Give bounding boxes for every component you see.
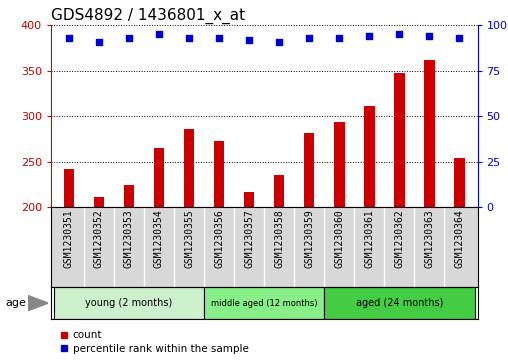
Point <box>95 39 103 45</box>
Point <box>365 33 373 39</box>
Text: GSM1230353: GSM1230353 <box>124 209 134 268</box>
Point <box>335 35 343 41</box>
Text: GSM1230359: GSM1230359 <box>304 209 314 268</box>
Point <box>155 32 163 37</box>
Bar <box>184 129 194 207</box>
Bar <box>154 148 164 207</box>
Text: GSM1230356: GSM1230356 <box>214 209 224 268</box>
Point <box>245 37 253 43</box>
Text: GSM1230358: GSM1230358 <box>274 209 284 268</box>
Bar <box>324 287 474 319</box>
Bar <box>394 73 405 207</box>
Bar <box>214 140 225 207</box>
Text: GSM1230351: GSM1230351 <box>64 209 74 268</box>
Text: age: age <box>5 298 26 308</box>
Text: GSM1230354: GSM1230354 <box>154 209 164 268</box>
Text: aged (24 months): aged (24 months) <box>356 298 443 308</box>
Point <box>215 35 223 41</box>
Text: GSM1230363: GSM1230363 <box>425 209 434 268</box>
Polygon shape <box>28 295 48 311</box>
Text: GSM1230364: GSM1230364 <box>455 209 464 268</box>
Bar <box>123 185 134 207</box>
Bar <box>454 158 465 207</box>
Text: GSM1230361: GSM1230361 <box>364 209 374 268</box>
Bar <box>424 60 435 207</box>
Point <box>185 35 193 41</box>
Bar <box>244 192 255 207</box>
Text: GSM1230352: GSM1230352 <box>94 209 104 268</box>
Bar <box>334 122 344 207</box>
Legend: count, percentile rank within the sample: count, percentile rank within the sample <box>56 326 252 358</box>
Point <box>425 33 433 39</box>
Text: GSM1230355: GSM1230355 <box>184 209 194 268</box>
Bar <box>54 287 204 319</box>
Text: GSM1230357: GSM1230357 <box>244 209 254 268</box>
Bar <box>93 197 104 207</box>
Point <box>65 35 73 41</box>
Bar <box>274 175 284 207</box>
Bar <box>64 169 74 207</box>
Point <box>395 32 403 37</box>
Text: GSM1230362: GSM1230362 <box>394 209 404 268</box>
Bar <box>364 106 374 207</box>
Text: GDS4892 / 1436801_x_at: GDS4892 / 1436801_x_at <box>51 8 245 24</box>
Bar <box>304 133 314 207</box>
Bar <box>204 287 324 319</box>
Point <box>125 35 133 41</box>
Point <box>456 35 464 41</box>
Text: GSM1230360: GSM1230360 <box>334 209 344 268</box>
Point <box>275 39 283 45</box>
Text: middle aged (12 months): middle aged (12 months) <box>211 299 318 307</box>
Text: young (2 months): young (2 months) <box>85 298 173 308</box>
Point <box>305 35 313 41</box>
